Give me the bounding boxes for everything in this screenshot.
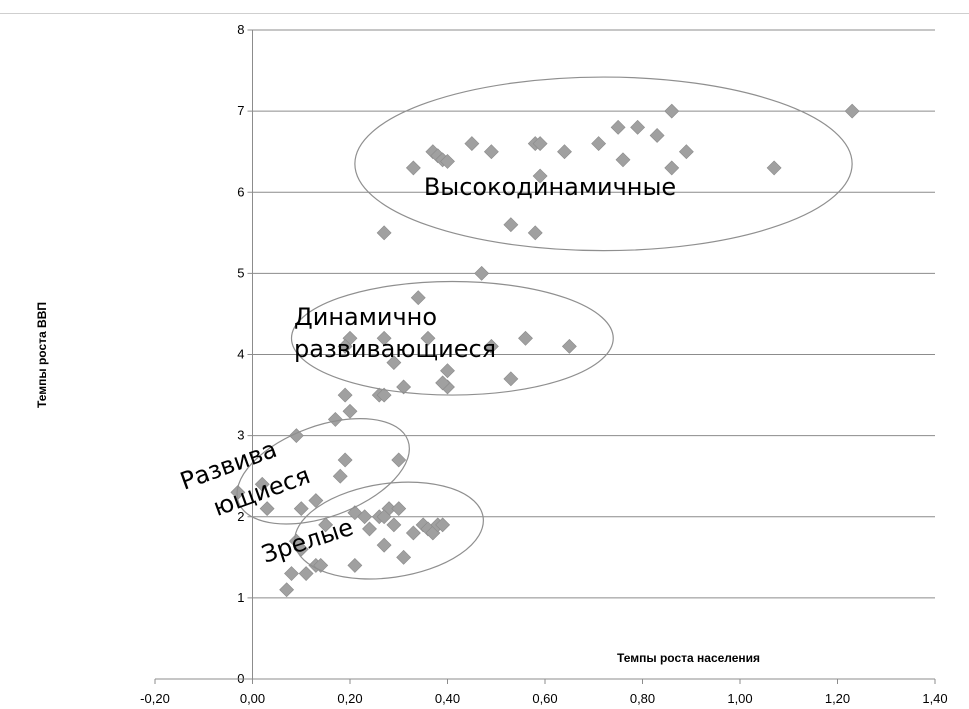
data-point bbox=[464, 136, 480, 151]
x-tick-label: 1,40 bbox=[922, 691, 947, 706]
y-tick-label: 2 bbox=[237, 509, 244, 524]
data-point bbox=[483, 338, 499, 354]
data-points bbox=[230, 103, 860, 598]
x-tick-label: -0,20 bbox=[140, 691, 170, 706]
y-tick-label: 6 bbox=[237, 184, 244, 199]
data-point bbox=[527, 225, 543, 241]
data-point bbox=[766, 160, 782, 176]
data-point bbox=[591, 136, 607, 151]
data-point bbox=[318, 517, 334, 533]
x-tick-label: 0,00 bbox=[240, 691, 265, 706]
data-point bbox=[357, 509, 373, 525]
data-point bbox=[308, 493, 324, 508]
data-point bbox=[664, 160, 680, 176]
data-point bbox=[410, 290, 426, 306]
data-point bbox=[532, 168, 548, 184]
data-point bbox=[376, 387, 392, 403]
data-point bbox=[386, 355, 402, 371]
x-tick-label: 1,00 bbox=[727, 691, 752, 706]
data-point bbox=[474, 265, 490, 281]
cluster-ellipse bbox=[294, 481, 484, 580]
data-point bbox=[332, 468, 348, 484]
data-point bbox=[337, 387, 353, 403]
data-point bbox=[254, 476, 270, 492]
data-point bbox=[362, 521, 377, 537]
data-point bbox=[678, 144, 694, 160]
cluster-label: Развивающиеся bbox=[176, 427, 313, 529]
x-tick-label: 0,60 bbox=[532, 691, 557, 706]
x-tick-label: 0,20 bbox=[337, 691, 362, 706]
data-point bbox=[396, 549, 412, 565]
data-point bbox=[844, 103, 860, 119]
data-point bbox=[391, 501, 407, 517]
data-point bbox=[561, 338, 577, 354]
data-point bbox=[405, 525, 421, 541]
data-point bbox=[440, 153, 455, 169]
cluster-ellipses bbox=[236, 76, 853, 580]
data-point bbox=[376, 225, 392, 241]
y-tick-label: 1 bbox=[237, 590, 244, 605]
data-point bbox=[376, 537, 392, 553]
data-point bbox=[376, 509, 392, 525]
y-tick-label: 5 bbox=[237, 265, 244, 280]
data-point bbox=[284, 566, 299, 581]
data-point bbox=[518, 330, 533, 346]
cluster-label: Динамично развивающиеся bbox=[294, 303, 496, 363]
data-point bbox=[386, 517, 402, 533]
cluster-ellipse bbox=[354, 76, 853, 252]
data-point bbox=[337, 338, 353, 354]
data-point bbox=[391, 452, 407, 468]
data-point bbox=[337, 452, 353, 468]
y-tick-label: 7 bbox=[237, 103, 244, 118]
data-point bbox=[420, 330, 436, 346]
y-tick-label: 4 bbox=[237, 347, 244, 362]
data-point bbox=[298, 566, 314, 581]
x-tick-label: 0,80 bbox=[630, 691, 655, 706]
data-point bbox=[532, 136, 548, 151]
data-point bbox=[342, 403, 358, 419]
data-point bbox=[376, 330, 392, 346]
data-point bbox=[440, 363, 455, 379]
data-point bbox=[435, 375, 451, 391]
data-point bbox=[557, 144, 572, 160]
data-point bbox=[630, 119, 646, 135]
data-point bbox=[327, 411, 343, 427]
top-rule bbox=[0, 13, 969, 14]
data-point bbox=[405, 160, 421, 176]
data-point bbox=[347, 558, 363, 573]
data-point bbox=[483, 144, 499, 160]
cluster-label: Высокодинамичные bbox=[424, 173, 676, 201]
data-point bbox=[293, 501, 309, 517]
axes: 012345678-0,200,000,200,400,600,801,001,… bbox=[140, 22, 947, 706]
y-tick-label: 8 bbox=[237, 22, 244, 37]
data-point bbox=[664, 103, 680, 119]
y-axis-title: Темпы роста ВВП bbox=[35, 302, 49, 408]
cluster-ellipse bbox=[290, 280, 614, 396]
gridlines bbox=[252, 29, 935, 599]
cluster-label: Зрелые bbox=[258, 513, 356, 569]
data-point bbox=[615, 152, 631, 168]
x-tick-label: 0,40 bbox=[435, 691, 460, 706]
x-axis-title: Темпы роста населения bbox=[617, 651, 760, 665]
data-point bbox=[503, 217, 519, 233]
cluster-label-line: Зрелые bbox=[258, 513, 356, 569]
cluster-label-line: развивающиеся bbox=[294, 335, 496, 363]
y-tick-label: 3 bbox=[237, 428, 244, 443]
cluster-label-line: Динамично bbox=[294, 303, 437, 331]
x-tick-label: 1,20 bbox=[825, 691, 850, 706]
cluster-label-line: Высокодинамичные bbox=[424, 173, 676, 201]
data-point bbox=[259, 501, 275, 517]
data-point bbox=[503, 371, 519, 387]
data-point bbox=[279, 582, 295, 598]
cluster-ellipse bbox=[236, 418, 410, 525]
cluster-labels: Высокодинамичные Динамично развивающиеся Ра… bbox=[176, 173, 676, 569]
data-point bbox=[649, 128, 665, 143]
data-point bbox=[435, 517, 451, 533]
data-point bbox=[396, 379, 412, 395]
data-point bbox=[610, 119, 626, 135]
